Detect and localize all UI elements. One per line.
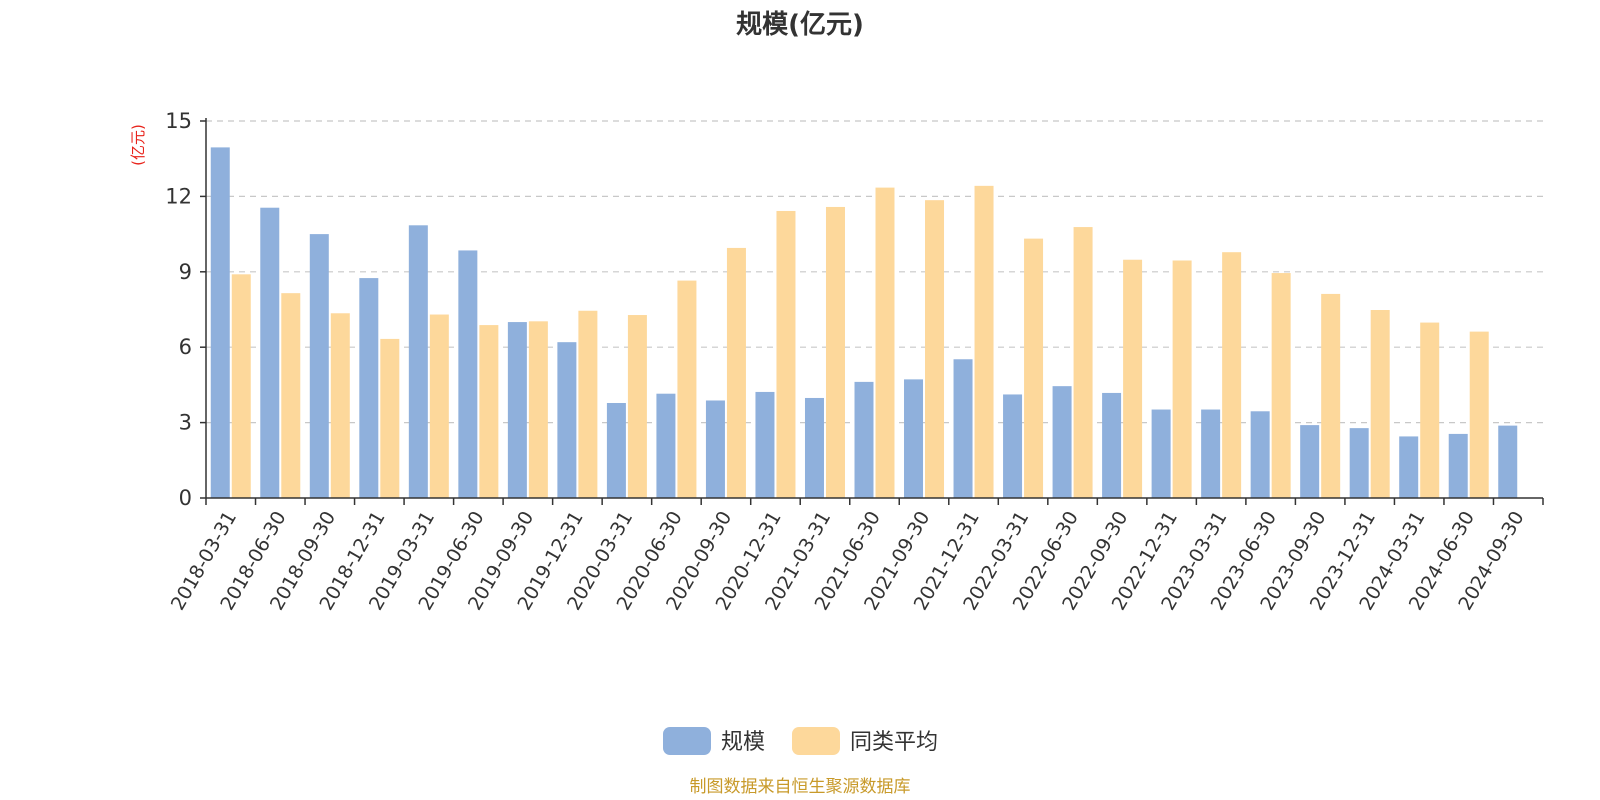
bar-s1-12[interactable]: [825, 206, 845, 498]
bar-s0-13[interactable]: [854, 381, 874, 498]
bar-s1-25[interactable]: [1469, 331, 1489, 498]
y-tick-label-1: 3: [179, 411, 192, 435]
y-tick-label-5: 15: [165, 109, 192, 133]
bar-s0-6[interactable]: [507, 322, 527, 498]
bar-s1-21[interactable]: [1271, 273, 1291, 498]
bar-s0-0[interactable]: [210, 147, 230, 498]
y-axis-unit-label: (亿元): [129, 124, 147, 166]
bar-s0-23[interactable]: [1349, 428, 1369, 498]
bar-s0-12[interactable]: [804, 397, 824, 498]
bar-s0-3[interactable]: [359, 278, 379, 498]
data-source-note: 制图数据来自恒生聚源数据库: [690, 777, 911, 797]
y-tick-label-3: 9: [179, 260, 192, 284]
bar-s1-0[interactable]: [231, 274, 251, 498]
y-tick-label-2: 6: [179, 335, 192, 359]
bar-s1-5[interactable]: [479, 325, 499, 498]
bar-s0-22[interactable]: [1300, 425, 1320, 498]
bar-s1-3[interactable]: [380, 338, 400, 498]
bar-s0-24[interactable]: [1399, 436, 1419, 498]
bar-s1-6[interactable]: [528, 321, 548, 498]
chart-title: 规模(亿元): [736, 10, 864, 40]
bar-s1-9[interactable]: [677, 280, 697, 498]
bar-s0-21[interactable]: [1250, 411, 1270, 498]
bar-s0-25[interactable]: [1448, 433, 1468, 498]
legend[interactable]: 规模 同类平均: [663, 727, 938, 755]
bars: [210, 147, 1518, 499]
legend-swatch-1[interactable]: [792, 727, 840, 755]
bar-s1-10[interactable]: [726, 247, 746, 498]
bar-s1-13[interactable]: [875, 187, 895, 498]
bar-s1-2[interactable]: [330, 313, 350, 498]
gridlines: [206, 120, 1543, 424]
bar-s1-16[interactable]: [1024, 238, 1044, 498]
bar-s1-11[interactable]: [776, 210, 796, 498]
y-tick-label-4: 12: [165, 184, 192, 208]
bar-s0-15[interactable]: [953, 359, 973, 498]
bar-s1-17[interactable]: [1073, 227, 1093, 498]
bar-s1-20[interactable]: [1222, 252, 1242, 498]
bar-s1-18[interactable]: [1123, 259, 1143, 498]
bar-s0-8[interactable]: [606, 402, 626, 498]
bar-s1-22[interactable]: [1321, 293, 1341, 498]
bar-s1-1[interactable]: [281, 293, 301, 498]
bar-s0-17[interactable]: [1052, 386, 1072, 498]
bar-s1-24[interactable]: [1420, 322, 1440, 498]
bar-s0-26[interactable]: [1498, 425, 1518, 498]
bar-s0-5[interactable]: [458, 250, 478, 498]
bar-s0-9[interactable]: [656, 393, 676, 498]
bar-s0-16[interactable]: [1003, 394, 1023, 498]
bar-s0-14[interactable]: [904, 379, 924, 498]
bar-s1-19[interactable]: [1172, 260, 1192, 498]
bar-s0-11[interactable]: [755, 391, 775, 498]
bar-s1-14[interactable]: [925, 200, 945, 499]
legend-swatch-0[interactable]: [663, 727, 711, 755]
legend-label-0[interactable]: 规模: [721, 730, 765, 755]
bar-s0-18[interactable]: [1102, 392, 1122, 498]
bar-s0-1[interactable]: [260, 207, 280, 498]
bar-s0-10[interactable]: [705, 400, 725, 498]
bar-s0-20[interactable]: [1201, 409, 1221, 498]
bar-s0-2[interactable]: [309, 234, 329, 498]
bar-s1-8[interactable]: [627, 315, 647, 498]
bar-s1-7[interactable]: [578, 310, 598, 498]
y-tick-label-0: 0: [179, 486, 192, 510]
legend-label-1[interactable]: 同类平均: [850, 730, 938, 755]
bar-s0-4[interactable]: [408, 225, 428, 498]
bar-s0-7[interactable]: [557, 342, 577, 498]
bar-s0-19[interactable]: [1151, 409, 1171, 498]
bar-s1-23[interactable]: [1370, 310, 1390, 498]
bar-s1-4[interactable]: [429, 314, 449, 498]
bar-s1-15[interactable]: [974, 185, 994, 498]
